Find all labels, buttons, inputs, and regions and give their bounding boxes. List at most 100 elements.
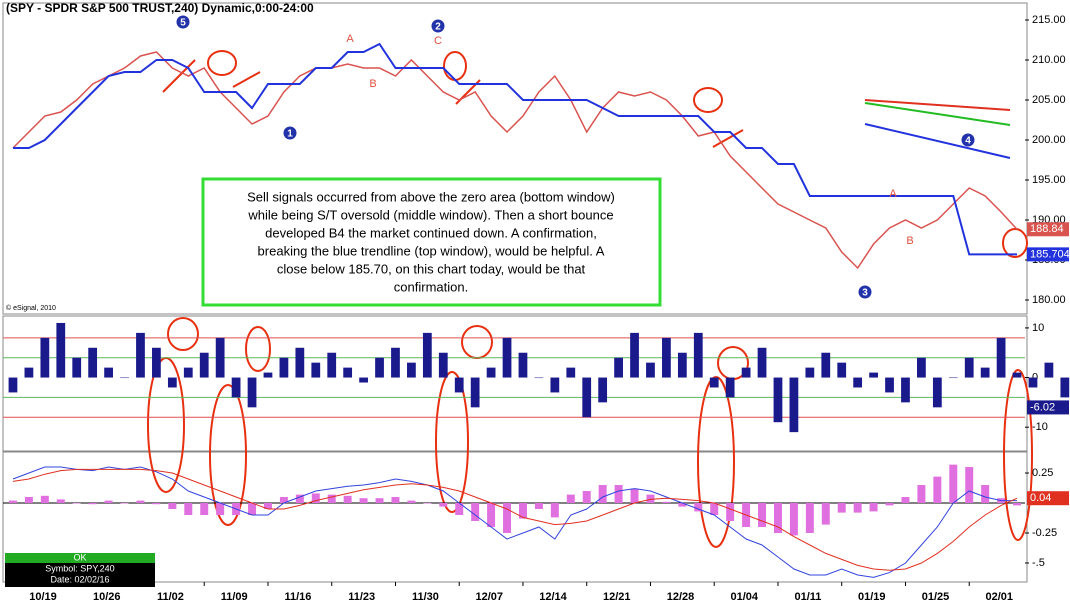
bar <box>471 503 480 521</box>
price-panel <box>2 2 1028 315</box>
bar <box>503 503 512 533</box>
value-tag-label: 0.04 <box>1030 492 1051 504</box>
copyright: © eSignal, 2010 <box>6 304 56 312</box>
bar <box>40 495 49 504</box>
bar <box>853 377 863 388</box>
y-tick-label: 10 <box>1032 322 1044 334</box>
bar <box>40 337 50 378</box>
bar <box>677 352 687 378</box>
x-tick-label: 12/07 <box>475 591 503 603</box>
bar <box>598 485 607 504</box>
wave-label: B <box>906 235 913 247</box>
bar <box>837 503 846 513</box>
bar <box>56 322 66 378</box>
bar <box>200 503 209 516</box>
bar <box>391 497 400 504</box>
bar <box>1044 362 1054 378</box>
status-ok <box>5 553 155 563</box>
x-tick-label: 11/23 <box>348 591 375 603</box>
circle <box>1003 369 1033 541</box>
bar <box>805 503 814 533</box>
series-line <box>12 468 1018 571</box>
bar <box>215 337 225 378</box>
x-tick-label: 12/14 <box>539 591 567 603</box>
bar <box>1012 372 1022 378</box>
bar <box>598 377 608 403</box>
value-tag <box>1027 400 1069 415</box>
bar <box>853 503 862 513</box>
wave-label: 2 <box>435 22 441 33</box>
wave-label: A <box>346 33 354 45</box>
annotation-line: close below 185.70, on this chart today,… <box>277 261 586 276</box>
bar <box>614 357 623 378</box>
bar <box>391 347 400 378</box>
bar <box>646 494 655 504</box>
bar <box>375 357 384 378</box>
wave-label: 5 <box>180 18 186 29</box>
bar <box>566 367 576 378</box>
annotation-frame <box>201 177 662 307</box>
bar <box>869 503 878 512</box>
bar <box>120 377 129 379</box>
y-tick-label: 195.00 <box>1032 174 1066 186</box>
value-tag <box>1027 491 1069 506</box>
bar <box>327 352 337 378</box>
series-line <box>12 51 1018 270</box>
bar <box>295 494 304 504</box>
bar <box>964 357 974 378</box>
bar <box>199 352 209 378</box>
channel-line <box>864 102 1011 126</box>
bar <box>758 503 767 527</box>
y-tick-label: 215.00 <box>1032 14 1066 26</box>
circle <box>209 384 247 526</box>
x-tick-label: 01/11 <box>795 591 822 603</box>
bar <box>582 491 591 504</box>
bar <box>455 503 464 516</box>
circle <box>1002 228 1028 258</box>
bar <box>486 367 496 378</box>
bar <box>837 362 847 378</box>
status-symbol: Symbol: SPY,240 <box>45 563 114 573</box>
x-tick-label: 11/30 <box>412 591 439 603</box>
x-tick-label: 12/28 <box>667 591 695 603</box>
circle <box>207 50 237 76</box>
bar <box>550 377 560 393</box>
wave-circle <box>431 19 445 33</box>
bar <box>359 498 368 504</box>
bar <box>996 337 1006 378</box>
bar <box>454 377 464 393</box>
circle <box>167 317 199 351</box>
wave-circle <box>858 285 872 299</box>
bar <box>725 377 735 398</box>
annotation-line: confirmation. <box>394 279 468 294</box>
bar <box>1013 503 1022 506</box>
bar <box>662 337 671 378</box>
bar <box>72 357 82 378</box>
x-tick-label: 11/16 <box>285 591 312 603</box>
wave-circle <box>176 15 190 29</box>
value-tag-label: 188.84 <box>1030 223 1064 235</box>
bar <box>932 377 942 408</box>
bar <box>678 503 687 507</box>
bar <box>821 352 831 378</box>
bar <box>789 377 799 433</box>
bar <box>662 501 671 504</box>
bar <box>279 497 288 504</box>
bar <box>311 362 321 378</box>
bar <box>72 503 81 504</box>
bar <box>773 503 782 533</box>
bar <box>789 503 798 536</box>
bar <box>917 485 926 504</box>
bar <box>709 377 719 388</box>
bar <box>168 503 177 510</box>
x-tick-label: 12/21 <box>603 591 631 603</box>
bar <box>343 495 352 504</box>
bar <box>375 498 384 504</box>
wave-label: 1 <box>287 129 293 140</box>
bar <box>167 377 177 388</box>
bar <box>566 494 575 504</box>
bar <box>741 367 751 378</box>
bar <box>869 372 878 378</box>
annotation-line: developed B4 the market continued down. … <box>265 225 597 240</box>
bar <box>773 377 783 423</box>
